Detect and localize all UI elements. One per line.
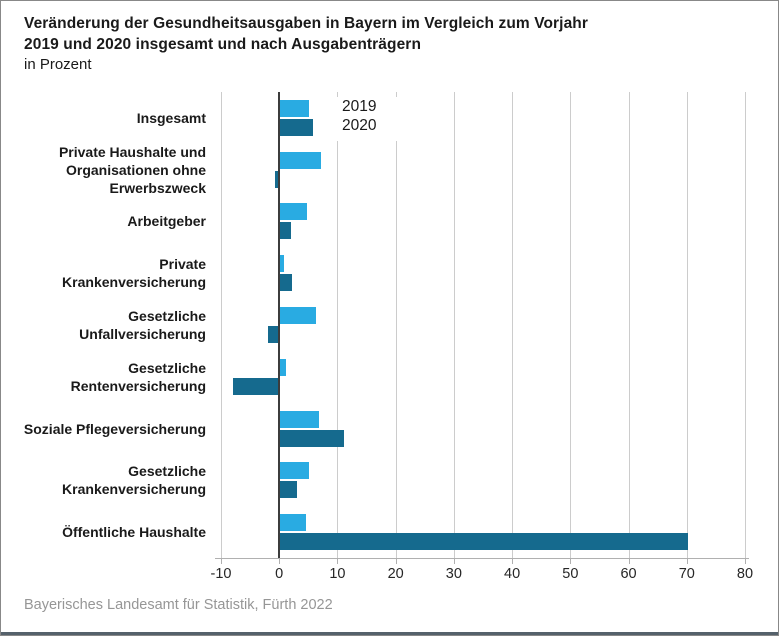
x-tick-mark <box>570 558 572 564</box>
plot-area: 2019 2020 <box>221 92 746 558</box>
category-label: Insgesamt <box>136 109 206 126</box>
bar-2020 <box>279 118 313 136</box>
x-tick-mark <box>453 558 455 564</box>
bar-2019 <box>279 307 317 324</box>
bottom-accent-bar <box>1 632 778 635</box>
x-tick-mark <box>745 558 746 564</box>
category-label: Soziale Pflegeversicherung <box>23 420 206 437</box>
title-block: Veränderung der Gesundheitsausgaben in B… <box>24 14 762 75</box>
category-label: Gesetzliche Krankenversicherung <box>62 463 206 498</box>
gridline <box>628 92 630 558</box>
gridline <box>570 92 572 558</box>
gridline <box>221 92 222 558</box>
x-tick-mark <box>337 558 339 564</box>
x-tick-label: 70 <box>678 566 695 582</box>
source-note: Bayerisches Landesamt für Statistik, Für… <box>24 597 333 613</box>
bar-2019 <box>279 514 306 532</box>
chart-title-line1: Veränderung der Gesundheitsausgaben in B… <box>24 15 589 32</box>
x-tick-label: 10 <box>329 566 346 582</box>
x-axis-ticks: -10 0 10 20 30 40 50 60 70 80 <box>211 558 753 588</box>
bar-2019 <box>279 410 319 428</box>
x-tick-mark <box>395 558 397 564</box>
bar-2019 <box>279 462 309 480</box>
gridline <box>686 92 688 558</box>
gridline <box>337 92 339 558</box>
bar-2019 <box>279 151 321 169</box>
category-label: Arbeitgeber <box>127 213 206 230</box>
bar-2019 <box>279 255 284 273</box>
bar-2019 <box>279 358 287 376</box>
x-tick-label: 30 <box>445 566 462 582</box>
legend: 2019 2020 <box>333 97 411 141</box>
bar-2020 <box>279 274 293 292</box>
category-label: Gesetzliche Unfallversicherung <box>79 307 206 342</box>
x-tick-label: 40 <box>504 566 521 582</box>
gridline <box>453 92 455 558</box>
category-label: Öffentliche Haushalte <box>62 524 206 541</box>
category-label: Private Haushalte und Organisationen ohn… <box>58 143 206 196</box>
legend-label-2019: 2019 <box>342 98 377 115</box>
bar-2020 <box>232 377 280 395</box>
bar-2020 <box>279 481 298 499</box>
x-tick-label: 80 <box>736 566 754 582</box>
x-tick-label: 0 <box>275 566 284 582</box>
x-tick-label: 60 <box>620 566 637 582</box>
bar-2020 <box>279 429 344 447</box>
zero-axis-line <box>278 92 281 558</box>
gridline <box>395 92 397 558</box>
x-tick-mark <box>221 558 222 564</box>
bar-2019 <box>279 203 308 221</box>
x-tick-mark <box>279 558 281 564</box>
legend-label-2020: 2020 <box>342 117 377 134</box>
bar-2019 <box>279 99 310 117</box>
gridline <box>745 92 746 558</box>
gridline <box>512 92 514 558</box>
x-tick-label: 20 <box>387 566 404 582</box>
category-labels: Insgesamt Private Haushalte und Organisat… <box>17 92 206 558</box>
bar-2020 <box>279 222 291 240</box>
chart-subtitle: in Prozent <box>24 56 92 73</box>
bar-2020 <box>275 170 280 188</box>
bar-2020 <box>279 533 688 551</box>
x-tick-label: 50 <box>562 566 579 582</box>
chart-title-line2: 2019 und 2020 insgesamt und nach Ausgabe… <box>24 35 422 53</box>
x-tick-mark <box>628 558 630 564</box>
x-axis-line <box>215 558 749 559</box>
x-tick-label: -10 <box>210 566 232 582</box>
x-tick-mark <box>512 558 514 564</box>
bar-2020 <box>268 326 280 343</box>
category-label: Private Krankenversicherung <box>62 256 206 291</box>
x-tick-mark <box>686 558 688 564</box>
category-label: Gesetzliche Rentenversicherung <box>70 359 206 394</box>
